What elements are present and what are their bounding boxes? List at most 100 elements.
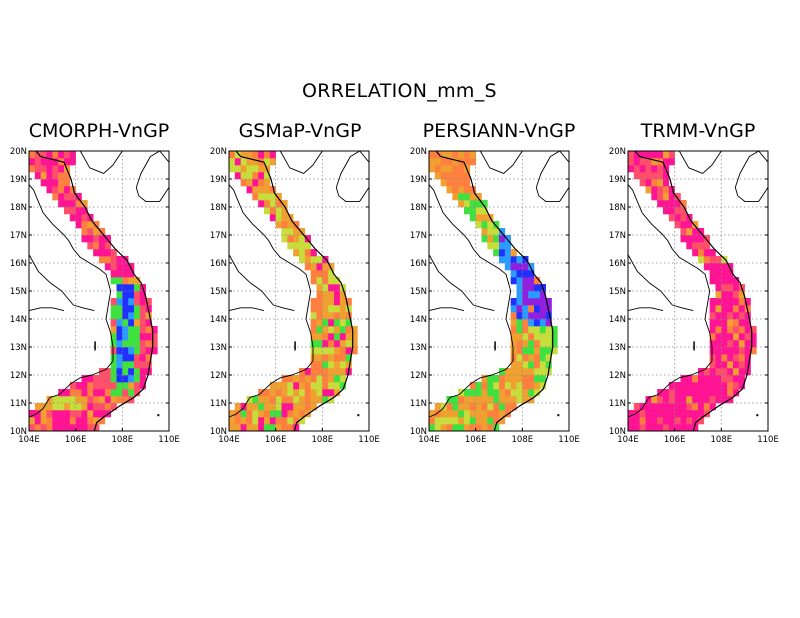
grid-cell [446, 179, 453, 187]
lat-tick-label: 20N [609, 147, 626, 157]
grid-cell [733, 319, 740, 327]
grid-cell [709, 270, 716, 278]
grid-cell [727, 326, 734, 334]
grid-cell [504, 256, 511, 264]
lon-tick-label: 104E [617, 435, 639, 445]
lat-tick-label: 11N [609, 399, 626, 409]
grid-cell [334, 389, 341, 397]
grid-cell [645, 165, 652, 173]
grid-cell [104, 249, 111, 257]
grid-cell [750, 333, 757, 341]
grid-cell [668, 200, 675, 208]
grid-cell [516, 291, 523, 299]
grid-cell [738, 368, 745, 376]
grid-cell [721, 326, 728, 334]
lat-tick-label: 12N [410, 371, 427, 381]
grid-cell [99, 389, 106, 397]
grid-cell [293, 228, 300, 236]
grid-cell [645, 403, 652, 411]
grid-cell [534, 312, 541, 320]
grid-cell [504, 375, 511, 383]
grid-cell [715, 375, 722, 383]
grid-cell [299, 389, 306, 397]
grid-cell [34, 151, 41, 159]
grid-cell [339, 382, 346, 390]
grid-cell [499, 242, 506, 250]
grid-cell [528, 361, 535, 369]
grid-cell [310, 389, 317, 397]
grid-cell [293, 375, 300, 383]
grid-cell [281, 221, 288, 229]
grid-cell [469, 417, 476, 425]
grid-cell [733, 333, 740, 341]
grid-cell [345, 333, 352, 341]
grid-cell [116, 347, 123, 355]
grid-cell [264, 389, 271, 397]
grid-cell [458, 151, 465, 159]
grid-cell [75, 214, 82, 222]
grid-cell [145, 347, 152, 355]
grid-cell [429, 158, 436, 166]
grid-cell [663, 207, 670, 215]
grid-cell [316, 354, 323, 362]
grid-cell [269, 389, 276, 397]
grid-cell [52, 158, 59, 166]
grid-cell [134, 284, 141, 292]
grid-cell [698, 417, 705, 425]
grid-cell [304, 263, 311, 271]
grid-cell [310, 333, 317, 341]
grid-cell [240, 424, 247, 432]
grid-cell [258, 172, 265, 180]
grid-cell [504, 263, 511, 271]
grid-cell [668, 389, 675, 397]
grid-cell [87, 235, 94, 243]
grid-cell [110, 354, 117, 362]
grid-cell [721, 319, 728, 327]
grid-cell [551, 333, 558, 341]
grid-cell [345, 340, 352, 348]
grid-cell [310, 312, 317, 320]
grid-cell [727, 312, 734, 320]
grid-cell [516, 263, 523, 271]
grid-cell [145, 340, 152, 348]
grid-cell [481, 214, 488, 222]
lon-tick-label: 110E [558, 435, 580, 445]
grid-cell [657, 165, 664, 173]
grid-cell [633, 165, 640, 173]
grid-cell [657, 151, 664, 159]
lat-tick-label: 16N [609, 259, 626, 269]
grid-cell [715, 270, 722, 278]
lat-tick-label: 18N [210, 203, 227, 213]
grid-cell [440, 158, 447, 166]
grid-cell [87, 228, 94, 236]
grid-cell [663, 403, 670, 411]
grid-cell [628, 410, 635, 418]
grid-cell [446, 403, 453, 411]
grid-cell [703, 389, 710, 397]
grid-cell [522, 368, 529, 376]
grid-cell [645, 396, 652, 404]
grid-cell [328, 284, 335, 292]
coastline [435, 150, 554, 432]
grid-cell [328, 277, 335, 285]
grid-cell [727, 270, 734, 278]
grid-cell [481, 235, 488, 243]
grid-cell [128, 291, 135, 299]
coastline [634, 150, 753, 432]
grid-cell [139, 368, 146, 376]
grid-cell [252, 186, 259, 194]
grid-cell [310, 326, 317, 334]
grid-cell [464, 424, 471, 432]
grid-cell [99, 382, 106, 390]
grid-cell [287, 403, 294, 411]
grid-cell [674, 214, 681, 222]
grid-cell [110, 389, 117, 397]
grid-cell [293, 410, 300, 418]
grid-cell [628, 417, 635, 425]
grid-cell [310, 298, 317, 306]
grid-cell [110, 305, 117, 313]
grid-cell [528, 326, 535, 334]
grid-cell [229, 410, 236, 418]
grid-cell [29, 424, 36, 432]
grid-cell [727, 298, 734, 306]
